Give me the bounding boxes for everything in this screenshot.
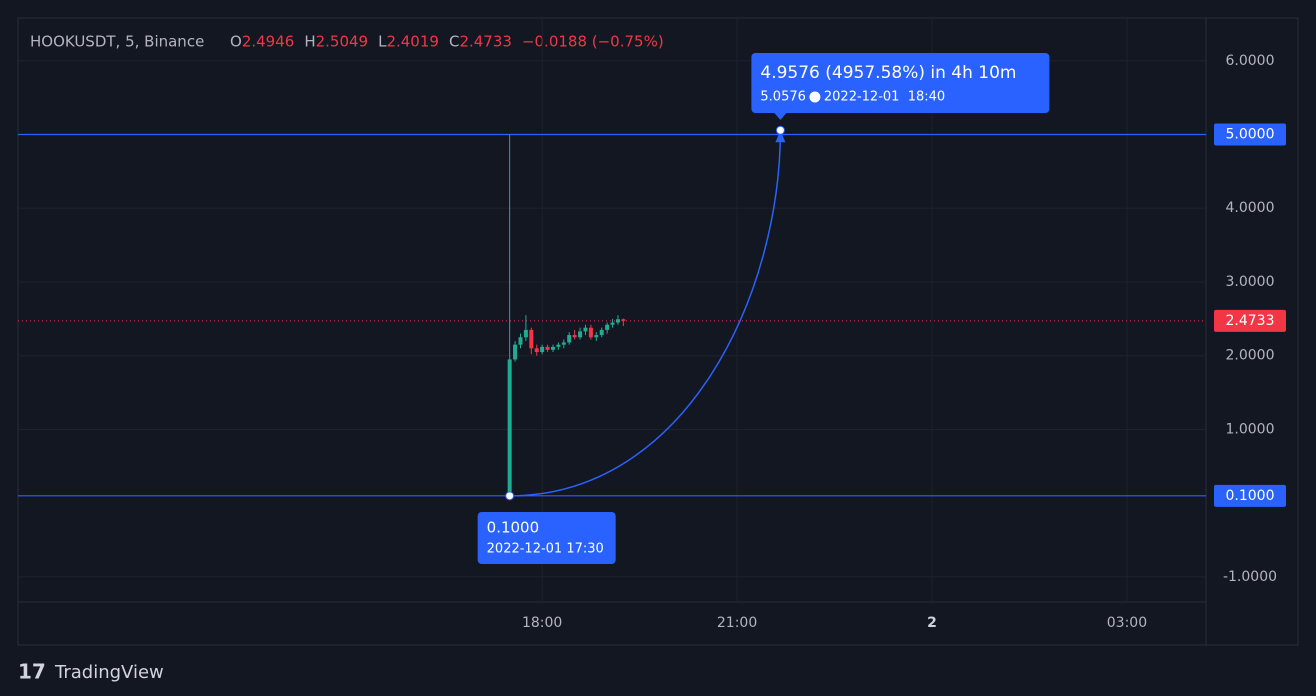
start-date: 2022-12-01 17:30 <box>487 542 604 557</box>
plot <box>18 18 1206 602</box>
ohlc-value: 2.4946 <box>242 33 295 51</box>
end-box-pointer <box>774 113 787 120</box>
end-summary: 4.9576 (4957.58%) in 4h 10m <box>760 63 1016 83</box>
candle-body <box>567 335 572 343</box>
change: −0.0188 (−0.75%) <box>522 33 664 51</box>
ohlc-value: 2.4019 <box>386 33 439 51</box>
end-date: 2022-12-01 18:40 <box>824 90 945 105</box>
start-price: 0.1000 <box>487 519 540 537</box>
candle-body <box>529 329 534 349</box>
candle-body <box>621 319 626 321</box>
ohlc-key: O <box>230 33 242 51</box>
y-tick-label: 1.0000 <box>1226 421 1275 437</box>
candle-body <box>523 329 528 338</box>
candle-body <box>518 337 523 345</box>
end-price: 5.0576 <box>760 90 806 105</box>
candle-body <box>550 346 555 350</box>
last-price-box <box>1214 309 1286 332</box>
last-price-label: 2.4733 <box>1226 313 1275 329</box>
candle-body <box>513 344 518 360</box>
brand: 17 TradingView <box>18 660 164 684</box>
price-label-box <box>1214 484 1286 507</box>
candle-body <box>583 327 588 332</box>
ohlc-key: C <box>449 33 459 51</box>
price-label: 0.1000 <box>1226 488 1275 504</box>
y-tick-label: -1.0000 <box>1223 569 1277 585</box>
x-tick-label: 21:00 <box>717 615 757 631</box>
x-tick-label: 18:00 <box>522 615 562 631</box>
candle-body <box>588 327 593 338</box>
ohlc-key: H <box>304 33 315 51</box>
y-tick-label: 4.0000 <box>1226 200 1275 216</box>
y-tick-label: 3.0000 <box>1226 274 1275 290</box>
candle-body <box>556 344 561 347</box>
candle-body <box>540 346 545 353</box>
candle-body <box>561 342 566 345</box>
symbol-title: HOOKUSDT, 5, Binance <box>30 33 204 51</box>
y-tick-label: 2.0000 <box>1226 348 1275 364</box>
candle-body <box>578 331 583 338</box>
arrow-head <box>775 130 786 143</box>
candle-body <box>615 319 620 323</box>
candle-body <box>599 329 604 336</box>
brand-logo: 17 <box>18 660 46 684</box>
candle-body <box>594 335 599 338</box>
end-box <box>751 53 1050 113</box>
candle-body <box>545 346 550 350</box>
candle-body <box>572 335 577 338</box>
ohlc-header: O 2.4946 H 2.5049 L 2.4019 C 2.4733 −0.0188 (−0.… <box>230 33 664 51</box>
x-tick-label: 2 <box>927 615 937 631</box>
measure-arc <box>509 130 782 497</box>
clock-icon <box>809 91 821 103</box>
candle-body <box>605 324 610 330</box>
price-label-box <box>1214 123 1286 146</box>
price-label: 5.0000 <box>1226 127 1275 143</box>
y-tick-label: 6.0000 <box>1226 53 1275 69</box>
ohlc-value: 2.5049 <box>316 33 369 51</box>
brand-name: TradingView <box>54 662 164 683</box>
plot-area <box>17 17 1207 603</box>
candle-body <box>610 322 615 325</box>
start-point <box>505 491 515 501</box>
time-axis <box>17 601 1207 646</box>
ohlc-value: 2.4733 <box>459 33 512 51</box>
ohlc-key: L <box>378 33 387 51</box>
start-box <box>477 512 616 564</box>
x-tick-label: 03:00 <box>1107 615 1147 631</box>
end-point <box>775 125 785 135</box>
candle-body <box>534 348 539 353</box>
candle-body <box>507 359 512 496</box>
